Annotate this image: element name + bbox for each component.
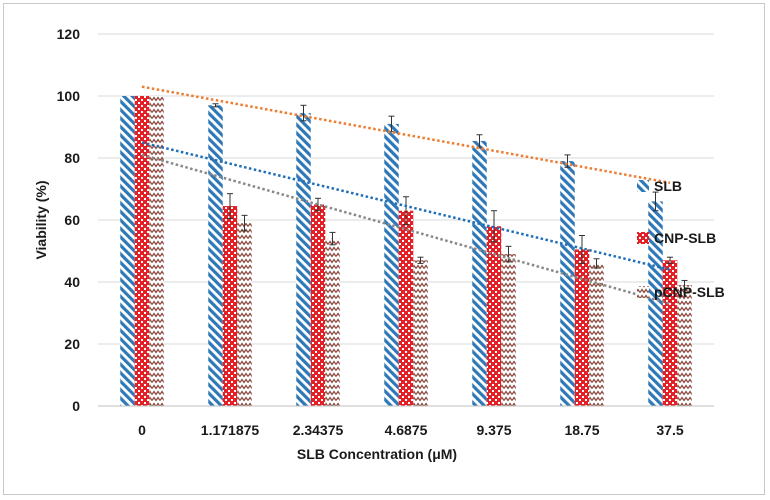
bar-pcnp-slb — [413, 260, 428, 406]
x-tick-labels: 0 1.171875 2.34375 4.6875 9.375 18.75 37.5 — [138, 422, 684, 438]
bar-cnp-slb — [486, 226, 502, 406]
legend-swatch-slb — [637, 180, 649, 192]
bar-pcnp-slb — [325, 238, 340, 406]
legend-label: pCNP-SLB — [654, 284, 725, 300]
bar-slb — [472, 140, 487, 406]
x-tick-label: 2.34375 — [293, 422, 344, 438]
bar-pcnp-slb — [149, 96, 164, 406]
bar-slb — [560, 161, 575, 406]
error-bars — [212, 103, 688, 291]
y-tick-label: 120 — [57, 26, 81, 42]
y-axis-title: Viability (%) — [33, 180, 49, 259]
legend-label: SLB — [654, 178, 682, 194]
trendline-cnp-slb — [141, 141, 671, 271]
y-tick-label: 0 — [72, 398, 80, 414]
bar-cnp-slb — [398, 210, 414, 406]
legend-swatch-cnp-slb — [637, 232, 649, 244]
x-axis-title: SLB Concentration (μM) — [297, 446, 457, 462]
y-tick-label: 20 — [64, 336, 80, 352]
bar-cnp-slb — [134, 96, 150, 406]
bar-pcnp-slb — [677, 285, 692, 406]
trendline-slb — [141, 85, 671, 185]
legend: SLB CNP-SLB pCNP-SLB — [637, 178, 725, 300]
trendlines — [141, 85, 671, 305]
x-tick-label: 4.6875 — [385, 422, 428, 438]
x-tick-label: 1.171875 — [201, 422, 260, 438]
bar-pcnp-slb — [501, 254, 516, 406]
legend-swatch-pcnp-slb — [637, 286, 649, 298]
trendline-pcnp-slb — [141, 153, 671, 305]
bar-slb — [208, 105, 223, 407]
bar-pcnp-slb — [589, 263, 604, 406]
x-tick-label: 18.75 — [564, 422, 599, 438]
x-tick-label: 0 — [138, 422, 146, 438]
x-tick-label: 37.5 — [656, 422, 683, 438]
y-tick-label: 60 — [64, 212, 80, 228]
bar-cnp-slb — [222, 206, 238, 406]
bars — [120, 96, 692, 407]
bar-slb — [384, 123, 399, 407]
legend-label: CNP-SLB — [654, 230, 716, 246]
bar-slb — [296, 113, 311, 407]
y-tick-label: 100 — [57, 88, 81, 104]
bar-slb — [648, 201, 663, 406]
y-tick-labels: 0 20 40 60 80 100 120 — [57, 26, 81, 414]
y-tick-label: 40 — [64, 274, 80, 290]
x-tick-label: 9.375 — [476, 422, 511, 438]
bar-cnp-slb — [574, 249, 590, 406]
bar-pcnp-slb — [237, 223, 252, 406]
bar-cnp-slb — [310, 204, 326, 406]
y-tick-label: 80 — [64, 150, 80, 166]
bar-slb — [120, 96, 135, 406]
bar-cnp-slb — [662, 260, 678, 406]
gridlines — [98, 33, 714, 345]
